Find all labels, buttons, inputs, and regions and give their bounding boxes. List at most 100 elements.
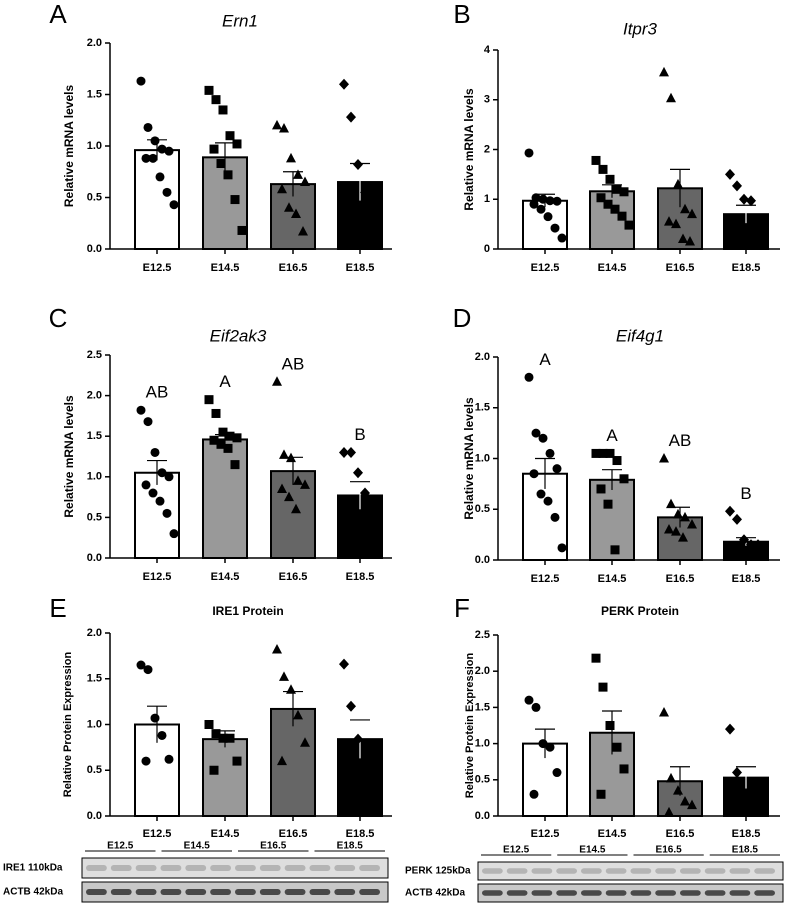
y-tick-label: 0.0 <box>475 810 490 822</box>
blot-band <box>334 865 356 871</box>
blot-lane-label: E14.5 <box>184 841 211 852</box>
data-point <box>218 733 228 743</box>
data-point <box>529 469 539 479</box>
y-axis-label: Relative Protein Expression <box>62 651 74 797</box>
y-tick-label: 0 <box>484 243 490 255</box>
data-point <box>204 395 214 405</box>
data-point <box>591 155 601 165</box>
blot-band <box>754 890 775 896</box>
blot-band <box>185 865 207 871</box>
data-point <box>279 449 289 459</box>
blot-band <box>86 889 107 895</box>
y-tick-label: 1.0 <box>87 471 102 483</box>
data-point <box>300 479 310 489</box>
x-tick-label: E16.5 <box>666 573 695 585</box>
data-point <box>136 76 146 86</box>
data-point <box>524 695 534 705</box>
blot-band <box>556 868 577 874</box>
blot-band <box>135 865 157 871</box>
significance-letter: A <box>219 372 231 391</box>
data-point <box>169 200 179 210</box>
data-point <box>367 499 377 511</box>
data-point <box>232 433 242 443</box>
data-point <box>605 721 615 730</box>
y-tick-label: 2.5 <box>475 629 490 641</box>
data-point <box>524 372 534 382</box>
data-point <box>169 529 179 539</box>
blot-band <box>359 889 380 895</box>
panel-letter: D <box>453 303 472 333</box>
y-axis-label: Relative mRNA levels <box>462 397 476 520</box>
data-point <box>619 187 629 197</box>
data-point <box>536 204 546 214</box>
data-point <box>300 737 310 747</box>
data-point <box>598 682 608 692</box>
x-tick-label: E14.5 <box>598 262 627 274</box>
y-tick-label: 3 <box>484 94 490 106</box>
x-tick-label: E14.5 <box>598 573 627 585</box>
data-point <box>353 467 363 479</box>
blot-band <box>729 890 751 896</box>
blot-band <box>235 865 256 871</box>
data-point <box>545 448 555 458</box>
blot-lane-label: E12.5 <box>107 841 134 852</box>
data-point <box>148 488 158 498</box>
y-tick-label: 1.5 <box>475 402 490 414</box>
data-point <box>155 172 165 182</box>
data-point <box>550 512 560 522</box>
blot-band <box>259 889 281 895</box>
blot-band <box>581 868 602 874</box>
data-point <box>272 376 282 386</box>
data-point <box>619 764 629 774</box>
chart-title: IRE1 Protein <box>212 604 283 618</box>
data-point <box>225 131 235 141</box>
blot-band <box>680 890 701 896</box>
data-point <box>230 460 240 470</box>
y-tick-label: 0.0 <box>87 810 102 822</box>
blot-band <box>235 889 256 895</box>
data-point <box>225 733 235 743</box>
data-point <box>360 186 370 198</box>
data-point <box>671 218 681 229</box>
data-point <box>612 742 622 752</box>
x-tick-label: E18.5 <box>346 828 375 840</box>
data-point <box>545 196 555 206</box>
blot-band <box>556 890 577 896</box>
y-tick-label: 0.0 <box>87 552 102 564</box>
data-point <box>680 203 690 214</box>
data-point <box>536 489 546 499</box>
data-point <box>603 499 613 509</box>
blot-band <box>110 865 132 871</box>
y-tick-label: 1 <box>484 193 490 205</box>
x-tick-label: E12.5 <box>531 573 560 585</box>
data-point <box>155 496 165 506</box>
y-tick-label: 1.5 <box>87 673 102 685</box>
data-point <box>732 767 742 779</box>
data-point <box>162 508 172 518</box>
blot-lane-label: E18.5 <box>732 845 759 856</box>
panel-letter: F <box>454 593 470 623</box>
x-tick-label: E16.5 <box>666 828 695 840</box>
blot-band <box>160 889 182 895</box>
y-tick-label: 0.5 <box>87 764 102 776</box>
blot-row-label: PERK 125kDa <box>405 866 471 877</box>
y-tick-label: 1.5 <box>475 701 490 713</box>
data-point <box>557 543 567 553</box>
data-point <box>680 511 690 522</box>
data-point <box>346 111 356 123</box>
blot-lane-label: E16.5 <box>656 845 683 856</box>
data-point <box>339 658 349 670</box>
chart-title: Eif2ak3 <box>210 326 267 345</box>
blot-band <box>135 889 157 895</box>
data-point <box>671 526 681 536</box>
data-point <box>218 427 228 437</box>
data-point <box>204 720 214 729</box>
panel-letter: A <box>49 0 67 29</box>
y-tick-label: 1.0 <box>475 452 490 464</box>
data-point <box>232 756 242 766</box>
data-point <box>680 796 690 806</box>
data-point <box>659 706 669 717</box>
data-point <box>218 105 228 115</box>
data-point <box>746 539 756 551</box>
